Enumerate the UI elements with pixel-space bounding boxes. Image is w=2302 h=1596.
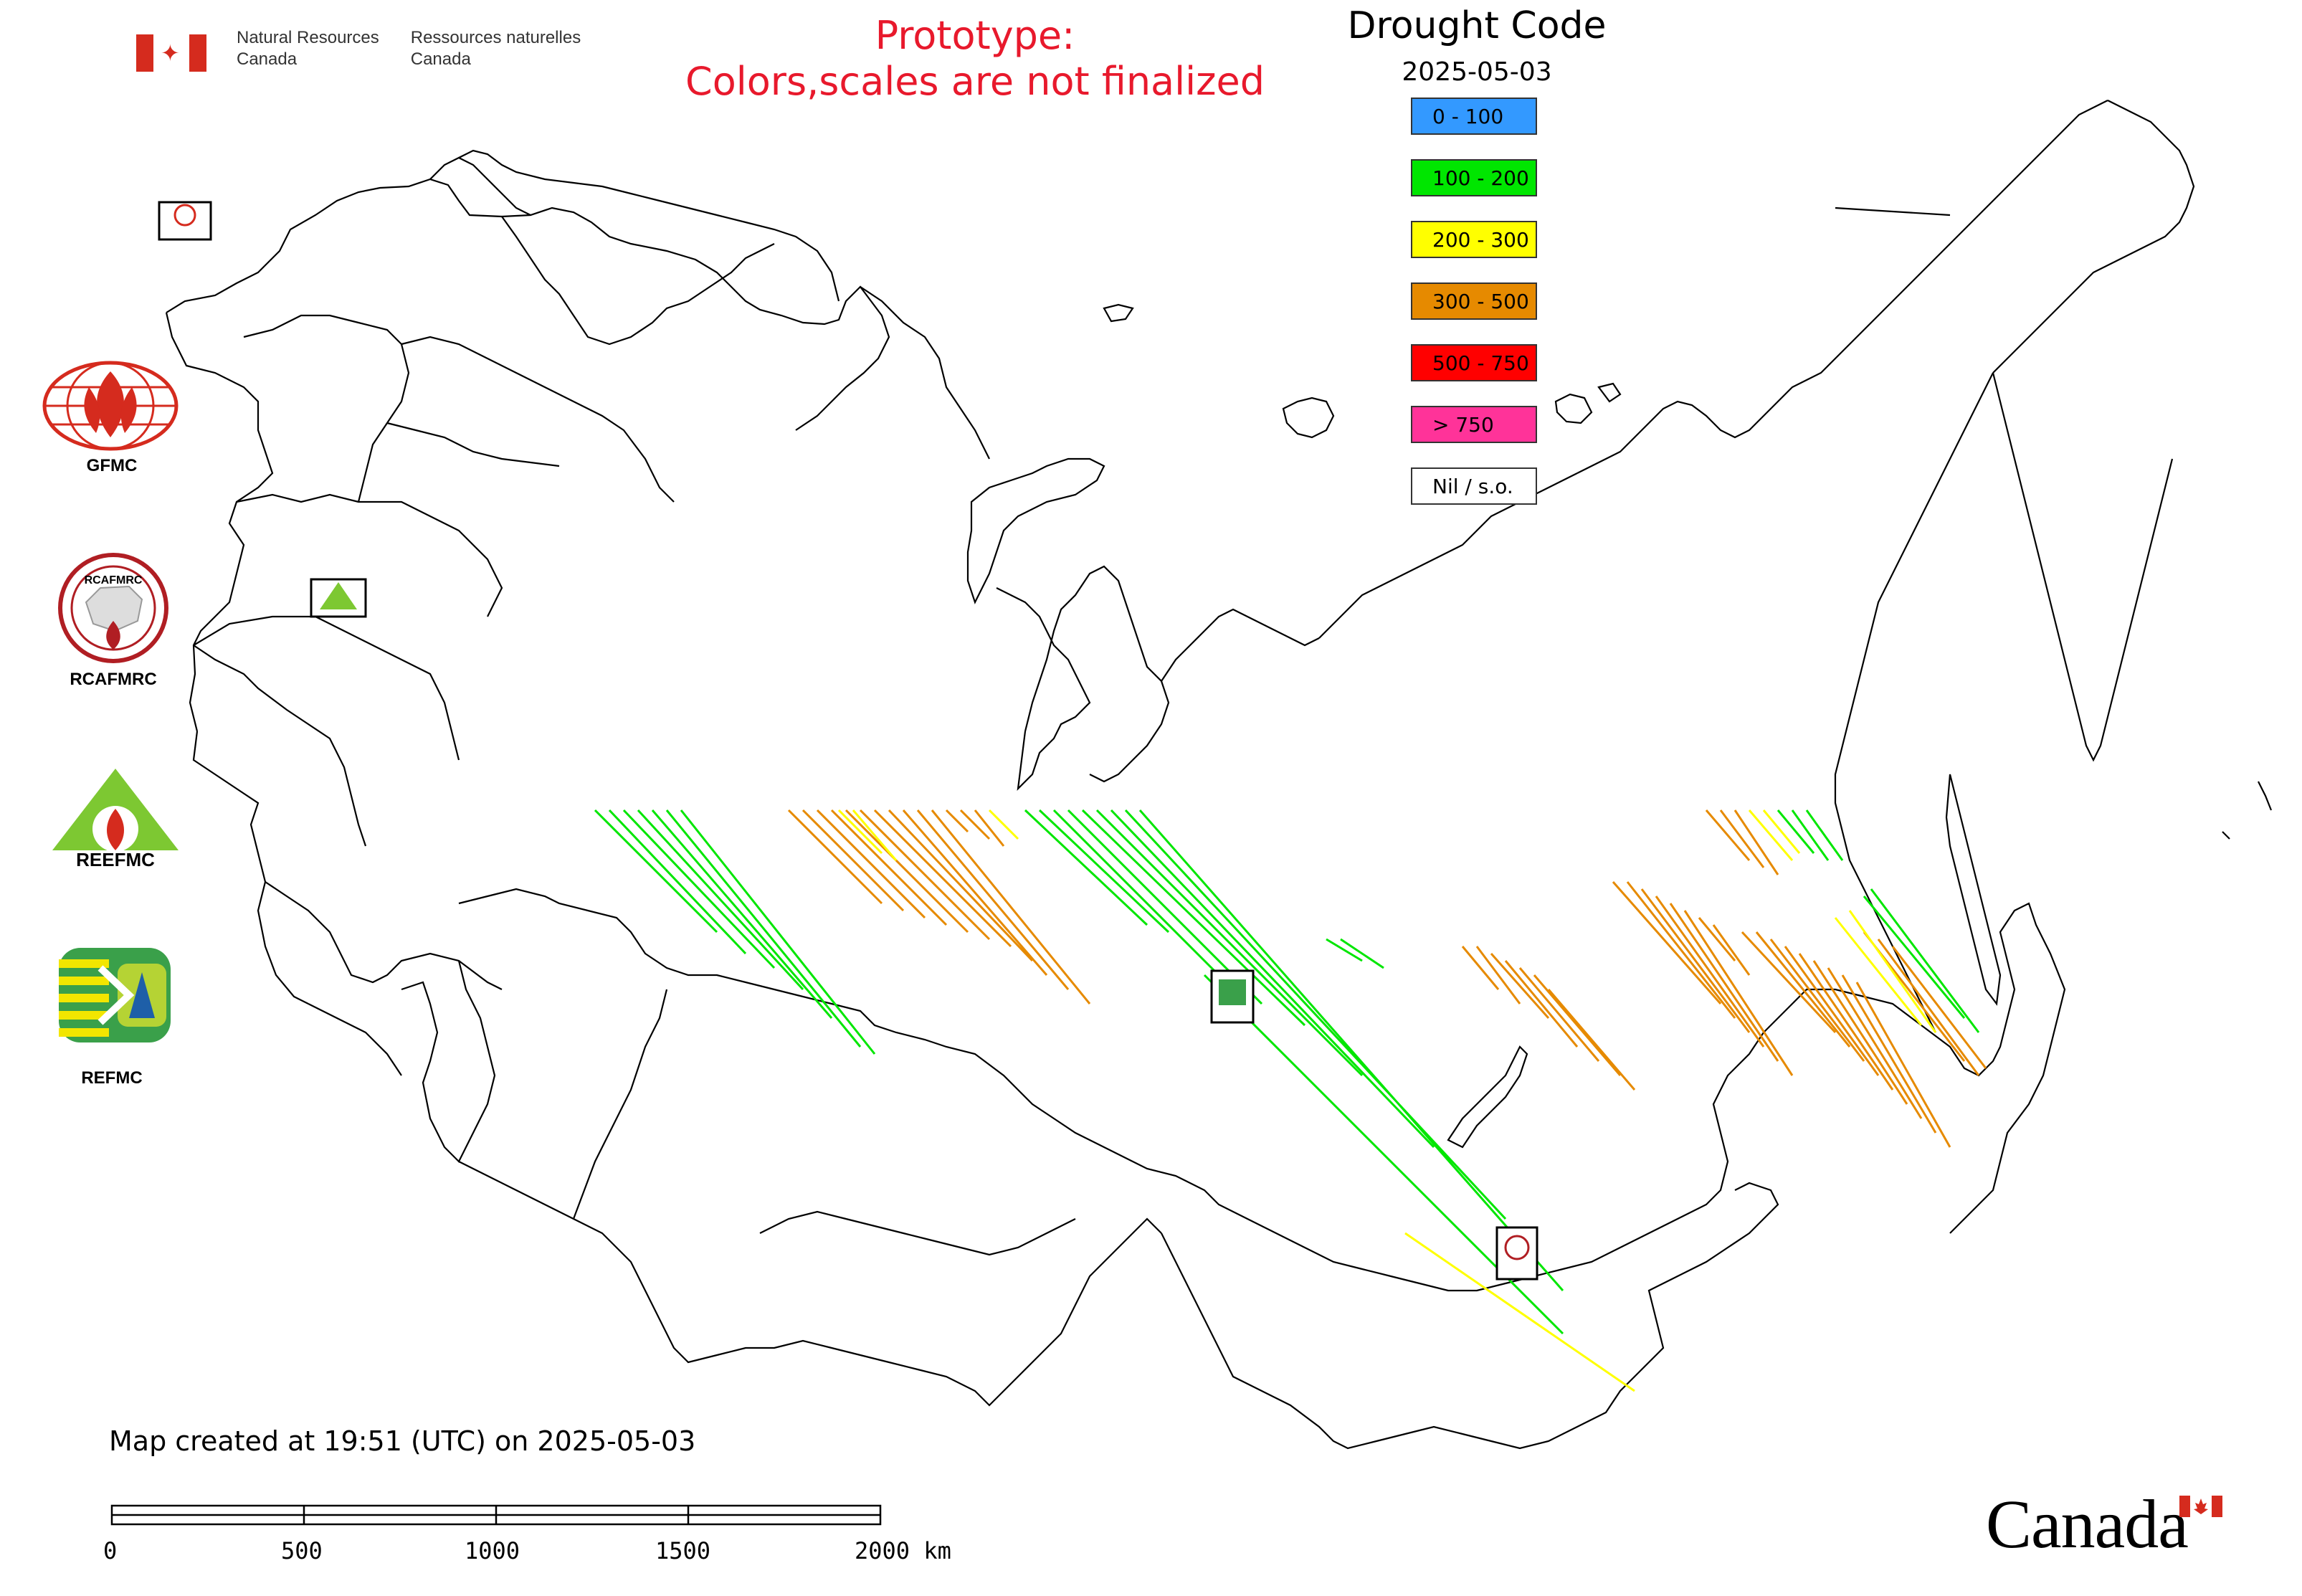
scale-tick-0: 0 — [103, 1537, 118, 1564]
site-markers — [158, 201, 1538, 1281]
country-outline — [386, 422, 560, 467]
date-line — [1835, 206, 1951, 217]
island — [1597, 382, 1622, 403]
legend-item: 100 - 200 — [1411, 159, 1537, 196]
gfmc-logo — [39, 358, 182, 462]
data-band-yellow — [837, 809, 1019, 861]
data-band-green — [1777, 809, 1844, 861]
data-band-yellow — [1748, 809, 1801, 861]
country-outline — [243, 314, 410, 503]
island — [1554, 393, 1593, 424]
coastline — [1161, 608, 1320, 682]
country-outline — [193, 645, 367, 847]
legend-date: 2025-05-03 — [1402, 57, 1552, 87]
map-created-text: Map created at 19:51 (UTC) on 2025-05-03 — [109, 1425, 696, 1457]
island — [1282, 396, 1335, 439]
wordmark-flag-icon — [2179, 1496, 2222, 1517]
canada-wordmark-text: Canada — [1986, 1486, 2189, 1562]
data-band-yellow — [1404, 1232, 1635, 1392]
country-outline — [458, 1161, 1162, 1407]
scale-bar — [110, 1504, 882, 1526]
lake-outline — [1447, 1045, 1528, 1149]
country-outline — [759, 1210, 1076, 1256]
country-outline — [458, 888, 1764, 1292]
country-outline — [193, 615, 460, 761]
island — [966, 457, 1105, 604]
island — [2222, 831, 2230, 840]
coastline — [1992, 100, 2195, 374]
country-outline — [265, 881, 503, 990]
scale-tick-500: 500 — [281, 1537, 323, 1564]
coastline — [1992, 372, 2174, 762]
rcafmrc-logo-text: RCAFMRC — [85, 574, 143, 586]
reefmc-logo-text: REEFMC — [76, 849, 155, 870]
coastline — [1576, 100, 2108, 474]
legend-item: 300 - 500 — [1411, 282, 1537, 320]
island — [1945, 774, 2002, 1006]
data-band-orange — [1705, 809, 1779, 875]
legend-item: 500 - 750 — [1411, 344, 1537, 381]
country-outline — [192, 731, 309, 1004]
country-outline — [572, 989, 668, 1220]
coastline — [996, 587, 1091, 792]
legend-item: Nil / s.o. — [1411, 467, 1537, 505]
data-band-yellow — [1834, 910, 1937, 1033]
data-band-green — [594, 809, 876, 1055]
department-name-en: Natural Resources Canada — [237, 28, 379, 69]
reefmc-logo: REEFMC — [37, 766, 194, 876]
scale-tick-2000: 2000 km — [855, 1537, 951, 1564]
department-name-fr: Ressources naturelles Canada — [410, 28, 581, 69]
island — [2258, 781, 2273, 811]
country-outline — [1763, 902, 2066, 1234]
data-band-green — [1024, 809, 1564, 1291]
refmc-logo — [57, 946, 172, 1047]
data-band-orange — [1461, 946, 1636, 1091]
coastline — [1024, 565, 1170, 783]
refmc-label: REFMC — [81, 1068, 143, 1088]
data-band-orange — [787, 809, 1091, 1004]
country-outline — [236, 493, 503, 617]
legend-item: > 750 — [1411, 406, 1537, 443]
country-outline — [166, 178, 890, 431]
data-band-orange — [1741, 931, 1951, 1148]
coastline — [1834, 372, 1994, 1033]
scale-tick-1500: 1500 — [655, 1537, 711, 1564]
canada-flag-icon: ✦ — [136, 34, 206, 72]
country-outline — [308, 1003, 402, 1076]
government-signature: ✦ Natural Resources Canada Ressources na… — [136, 27, 581, 72]
caspian-outline — [401, 960, 496, 1163]
coastline — [501, 216, 775, 346]
island — [1103, 303, 1134, 323]
rcafmrc-logo: RCAFMRC — [57, 552, 169, 667]
legend-item: 0 - 100 — [1411, 98, 1537, 135]
legend-item: 200 - 300 — [1411, 221, 1537, 258]
drought-data-layer — [594, 809, 1987, 1392]
coastline — [458, 149, 840, 302]
country-outline — [401, 336, 675, 503]
coastline — [860, 286, 990, 460]
rcafmrc-label: RCAFMRC — [70, 670, 157, 689]
gfmc-site-marker — [158, 201, 212, 241]
data-band-green — [1863, 888, 1980, 1033]
canada-wordmark: Canada — [1986, 1484, 2222, 1564]
coastline — [429, 156, 531, 216]
legend-title: Drought Code — [1347, 4, 1607, 47]
data-band-green — [1326, 938, 1384, 969]
prototype-notice: Prototype: Colors,scales are not finaliz… — [685, 13, 1265, 104]
country-outline — [1161, 1182, 1779, 1450]
scale-tick-1000: 1000 — [465, 1537, 520, 1564]
gfmc-label: GFMC — [86, 456, 138, 475]
country-outline — [165, 312, 274, 732]
data-band-orange — [1612, 881, 1794, 1076]
